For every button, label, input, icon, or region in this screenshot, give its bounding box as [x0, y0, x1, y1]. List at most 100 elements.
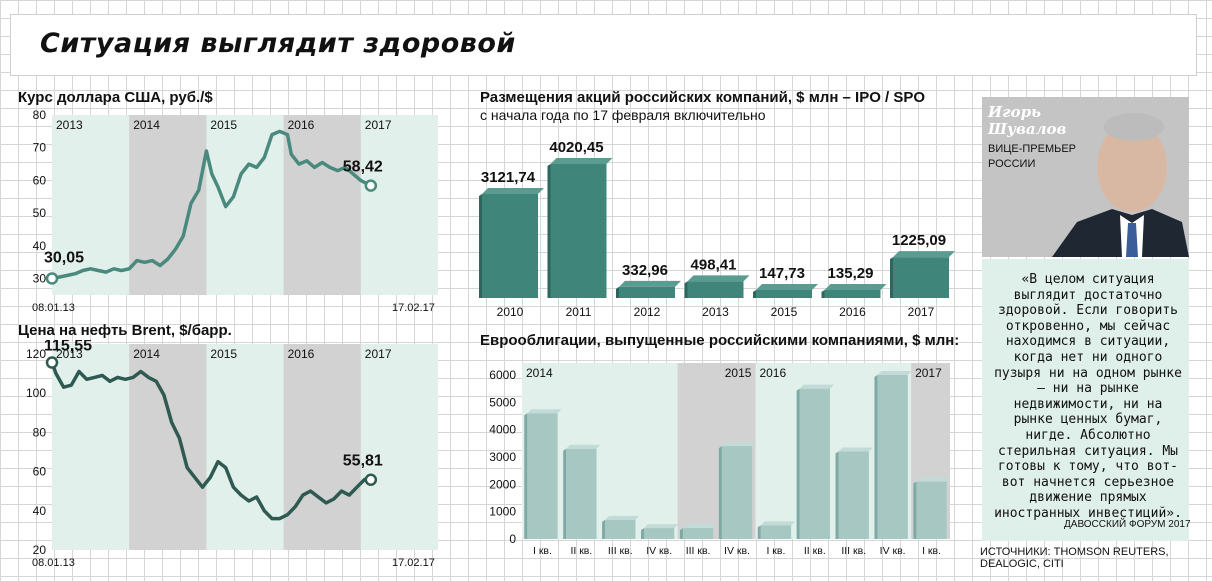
year-band-label: 2013 [56, 118, 83, 132]
bar-value-label: 3121,74 [481, 169, 536, 186]
y-tick-label: 0 [509, 532, 516, 546]
year-band [283, 344, 361, 550]
eurobond-bar-chart: 2014 2015 2016 2017 0 1000 2000 3000 4000 5000 600… [489, 363, 951, 557]
portrait-figure [982, 97, 1189, 257]
y-tick-label: 6000 [489, 368, 516, 382]
bar-top [527, 409, 562, 414]
year-band-label: 2014 [133, 118, 160, 132]
person-role-line1: ВИЦЕ-ПРЕМЬЕР [988, 143, 1077, 155]
oil-chart-title: Цена на нефть Brent, $/барр. [18, 322, 232, 339]
bar-side [679, 528, 683, 539]
bar-side [718, 446, 722, 539]
bar [687, 281, 744, 298]
title-banner [10, 14, 1197, 76]
x-tick-label: 2012 [634, 305, 661, 319]
bar [824, 290, 881, 298]
end-value-label: 58,42 [343, 159, 383, 176]
year-band-label: 2014 [133, 347, 160, 361]
x-tick-label: 2015 [771, 305, 798, 319]
bar-side [835, 451, 839, 539]
bar-value-label: 4020,45 [549, 139, 603, 156]
euro-chart-title: Еврооблигации, выпущенные российскими ко… [480, 332, 960, 349]
bar [644, 528, 675, 539]
year-band [283, 115, 361, 295]
bar-side [757, 525, 761, 539]
start-date-label: 08.01.13 [32, 302, 75, 314]
y-tick-label: 40 [33, 504, 47, 518]
usd-chart-title: Курс доллара США, руб./$ [18, 89, 213, 106]
x-tick-label: 2017 [908, 305, 935, 319]
bar-side [616, 286, 619, 298]
y-tick-label: 1000 [489, 505, 516, 519]
x-tick-label: IV кв. [724, 545, 750, 557]
bar-value-label: 147,73 [759, 265, 805, 282]
year-band-label: 2013 [56, 347, 83, 361]
bar-value-label: 332,96 [622, 262, 668, 279]
bar-top [687, 275, 750, 282]
year-band-label: 2015 [725, 366, 752, 380]
person-role: ВИЦЕ-ПРЕМЬЕР РОССИИ [988, 142, 1076, 172]
bar-side [641, 528, 645, 539]
series-line [51, 129, 372, 281]
end-point [364, 179, 378, 192]
bar-value-label: 135,29 [828, 265, 874, 282]
year-band-label: 2014 [526, 366, 553, 380]
x-tick-label: IV кв. [880, 545, 906, 557]
bar-side [479, 193, 482, 298]
quote-text: «В целом ситуация выглядит достаточно зд… [994, 272, 1182, 521]
start-point [45, 272, 59, 285]
y-tick-label: 60 [33, 173, 47, 187]
bar-top [619, 280, 681, 287]
y-tick-label: 80 [33, 110, 47, 122]
bar-side [913, 481, 917, 539]
person-last-name: Шувалов [988, 120, 1067, 138]
year-band-label: 2016 [759, 366, 786, 380]
y-tick-label: 20 [33, 543, 47, 557]
year-band-label: 2016 [288, 347, 315, 361]
x-tick-label: 2013 [702, 305, 729, 319]
year-band-label: 2015 [210, 118, 237, 132]
y-tick-label: 100 [26, 386, 46, 400]
bar-top [760, 521, 796, 526]
bar [756, 290, 812, 298]
bar-side [547, 163, 551, 298]
y-tick-label: 4000 [489, 423, 516, 437]
x-tick-label: 2011 [566, 305, 592, 319]
y-tick-label: 2000 [489, 477, 516, 491]
x-tick-label: III кв. [608, 545, 633, 557]
bar-top [756, 284, 818, 290]
bar-top [644, 524, 679, 529]
start-date-label: 08.01.13 [32, 557, 75, 569]
bar-top [824, 284, 887, 290]
start-value-label: 30,05 [44, 249, 84, 266]
y-tick-label: 80 [33, 425, 47, 439]
bar [799, 388, 830, 539]
y-tick-label: 30 [33, 272, 47, 286]
x-tick-label: II кв. [804, 545, 826, 557]
portrait-photo [982, 97, 1189, 257]
bar-side [524, 413, 528, 539]
ipo-chart-subtitle: с начала года по 17 февраля включительно [480, 107, 766, 123]
bar [682, 528, 714, 539]
year-band-label: 2017 [365, 118, 392, 132]
bar-top [550, 157, 613, 164]
bar-top [721, 442, 757, 447]
bar-value-label: 498,41 [691, 256, 737, 273]
x-tick-label: IV кв. [646, 545, 672, 557]
bar-side [753, 290, 756, 298]
bar-top [566, 444, 601, 449]
bar [838, 451, 869, 539]
bar-side [890, 257, 893, 298]
year-band-label: 2015 [210, 347, 237, 361]
quote-source: ДАВОССКИЙ ФОРУМ 2017 [1064, 519, 1191, 530]
bar-side [796, 388, 800, 539]
bar-top [605, 515, 640, 520]
bar-top [893, 251, 955, 258]
end-value-label: 55,81 [343, 453, 383, 470]
end-date-label: 17.02.17 [392, 302, 435, 314]
x-tick-label: I кв. [766, 545, 785, 557]
bar-top [799, 384, 834, 389]
bar [566, 448, 597, 539]
start-point [45, 356, 59, 369]
x-tick-label: I кв. [533, 545, 552, 557]
